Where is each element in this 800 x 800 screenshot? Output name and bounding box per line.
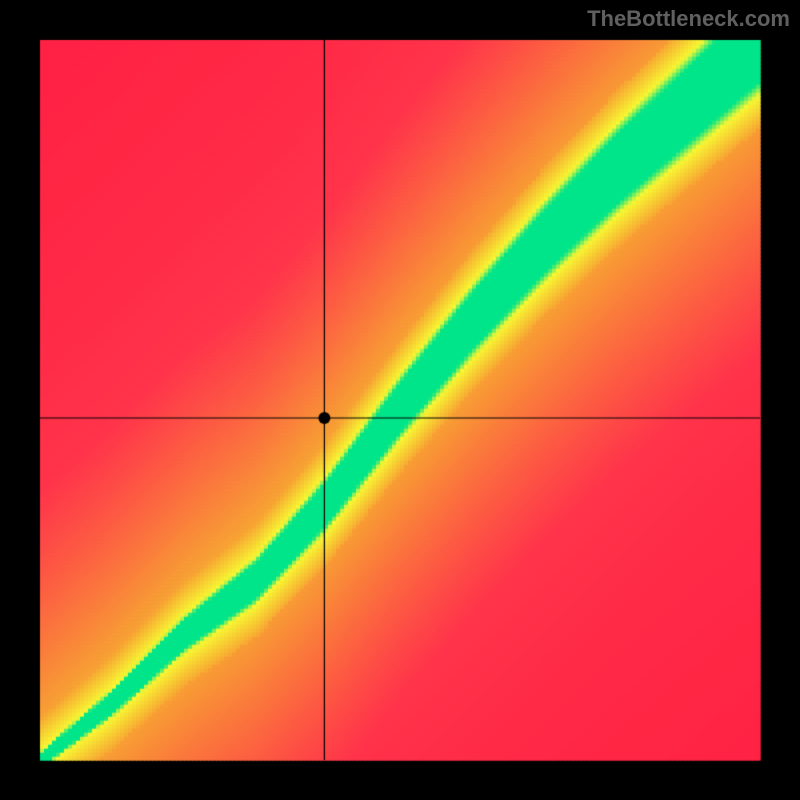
watermark-text: TheBottleneck.com [587, 6, 790, 32]
chart-container: TheBottleneck.com [0, 0, 800, 800]
bottleneck-heatmap-canvas [0, 0, 800, 800]
